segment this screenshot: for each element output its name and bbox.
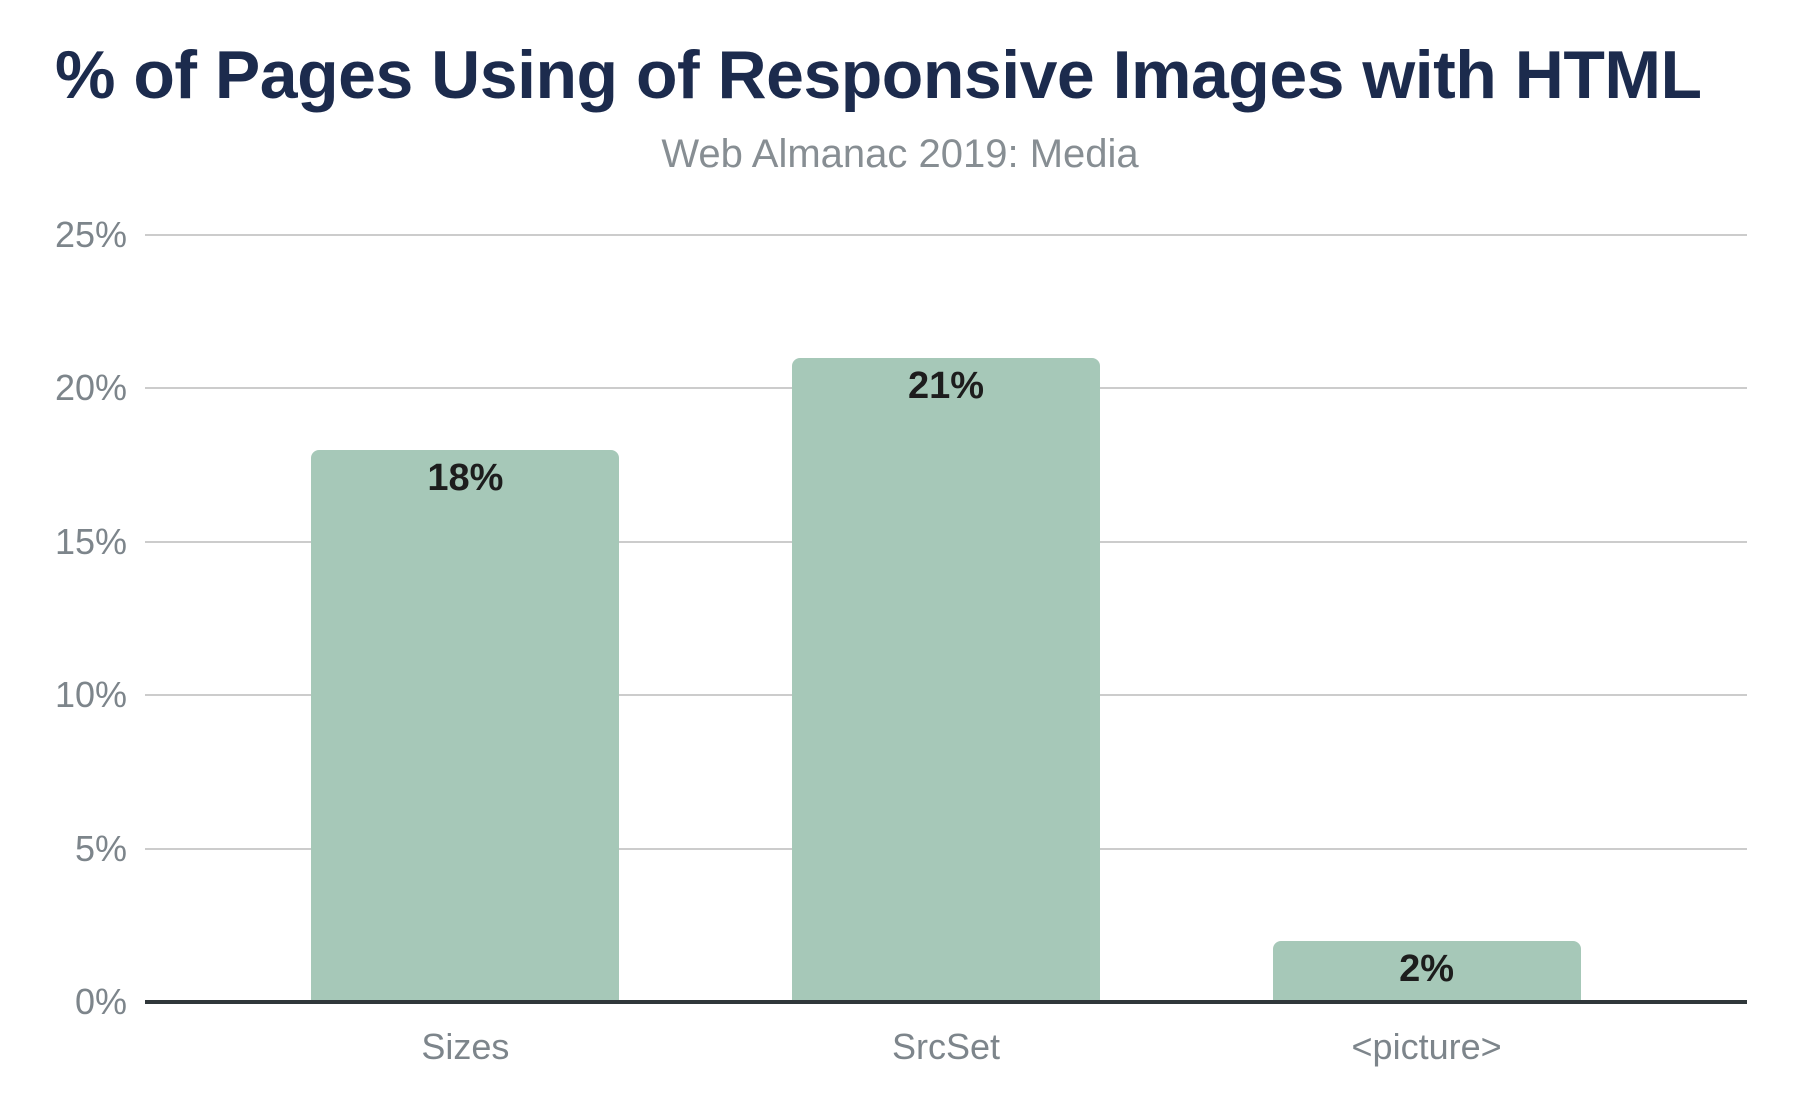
bar-2: 21%	[792, 358, 1100, 1002]
bar-value-label: 2%	[1399, 948, 1455, 990]
y-axis-tick-label: 10%	[54, 674, 127, 716]
y-axis-tick-label: 15%	[54, 520, 127, 562]
bar-1: 18%	[311, 450, 620, 1002]
x-axis-category-label: <picture>	[1351, 1026, 1502, 1067]
bar-value-label: 21%	[907, 365, 985, 407]
y-axis-tick-label: 25%	[54, 214, 127, 255]
bar-value-label: 18%	[427, 457, 504, 499]
bar-3: 2%	[1272, 941, 1581, 1002]
gridline-25	[145, 234, 1747, 236]
x-axis-line	[145, 1000, 1747, 1004]
x-axis-category-label: Sizes	[421, 1026, 510, 1067]
y-axis-tick-label: 0%	[74, 981, 127, 1022]
plot-area: 25% 20% 15% 10% 5% 0% 18% Sizes 21% SrcSet 2% <pict…	[55, 214, 1747, 1067]
chart-title: % of Pages Using of Responsive Images wi…	[55, 37, 1702, 113]
x-axis-category-label: SrcSet	[891, 1026, 1001, 1067]
y-axis-tick-label: 5%	[74, 827, 127, 869]
y-axis-tick-label: 20%	[54, 367, 127, 409]
chart-subtitle: Web Almanac 2019: Media	[661, 132, 1139, 176]
